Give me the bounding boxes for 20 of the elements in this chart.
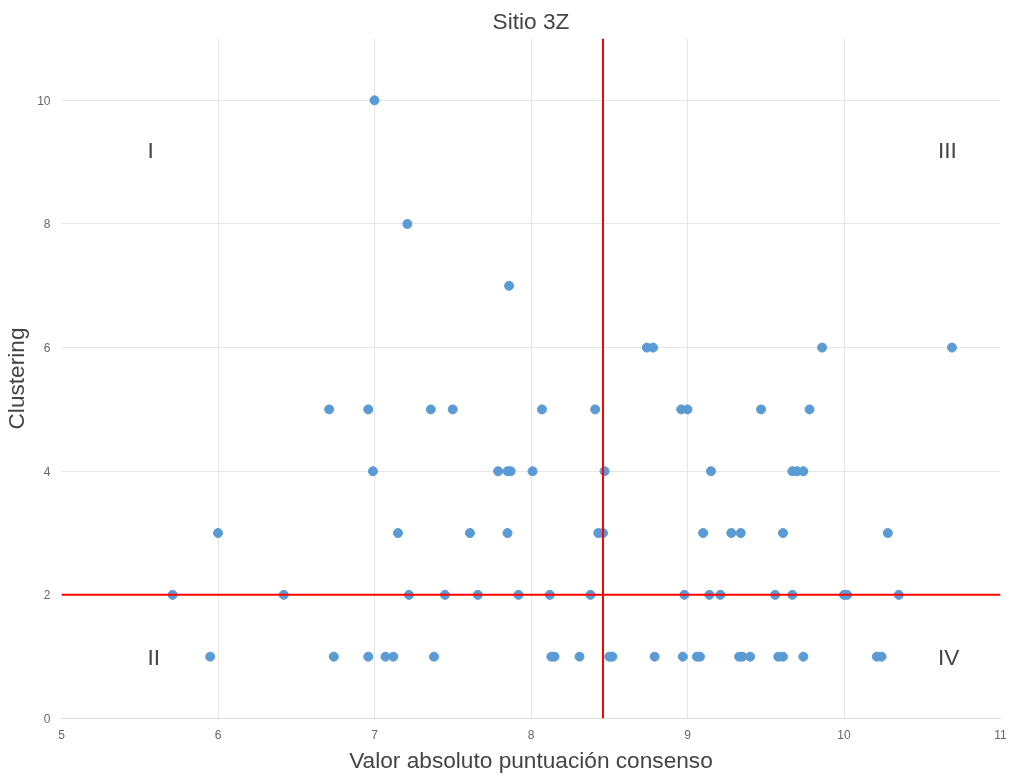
x-tick-label: 9 xyxy=(684,727,692,742)
y-tick-label: 0 xyxy=(43,712,51,726)
y-tick-label: 2 xyxy=(43,588,51,603)
x-tick-label: 7 xyxy=(371,727,379,742)
x-tick-label: 10 xyxy=(837,727,851,742)
x-tick-label: 8 xyxy=(527,727,535,742)
x-axis-title: Valor absoluto puntuación consenso xyxy=(349,746,713,773)
y-tick-label: 8 xyxy=(43,217,51,232)
x-tick-label: 11 xyxy=(994,727,1008,742)
annotation: III xyxy=(937,136,957,163)
y-tick-label: 4 xyxy=(43,464,51,479)
annotation: IV xyxy=(937,643,961,670)
annotation: II xyxy=(147,643,161,670)
chart-title: Sitio 3Z xyxy=(492,7,570,34)
x-tick-label: 5 xyxy=(58,727,66,742)
y-tick-label: 6 xyxy=(43,341,51,356)
y-axis-title: Clustering xyxy=(3,327,30,430)
x-tick-label: 6 xyxy=(214,727,222,742)
y-tick-label: 10 xyxy=(37,93,51,108)
annotation: I xyxy=(147,136,154,163)
